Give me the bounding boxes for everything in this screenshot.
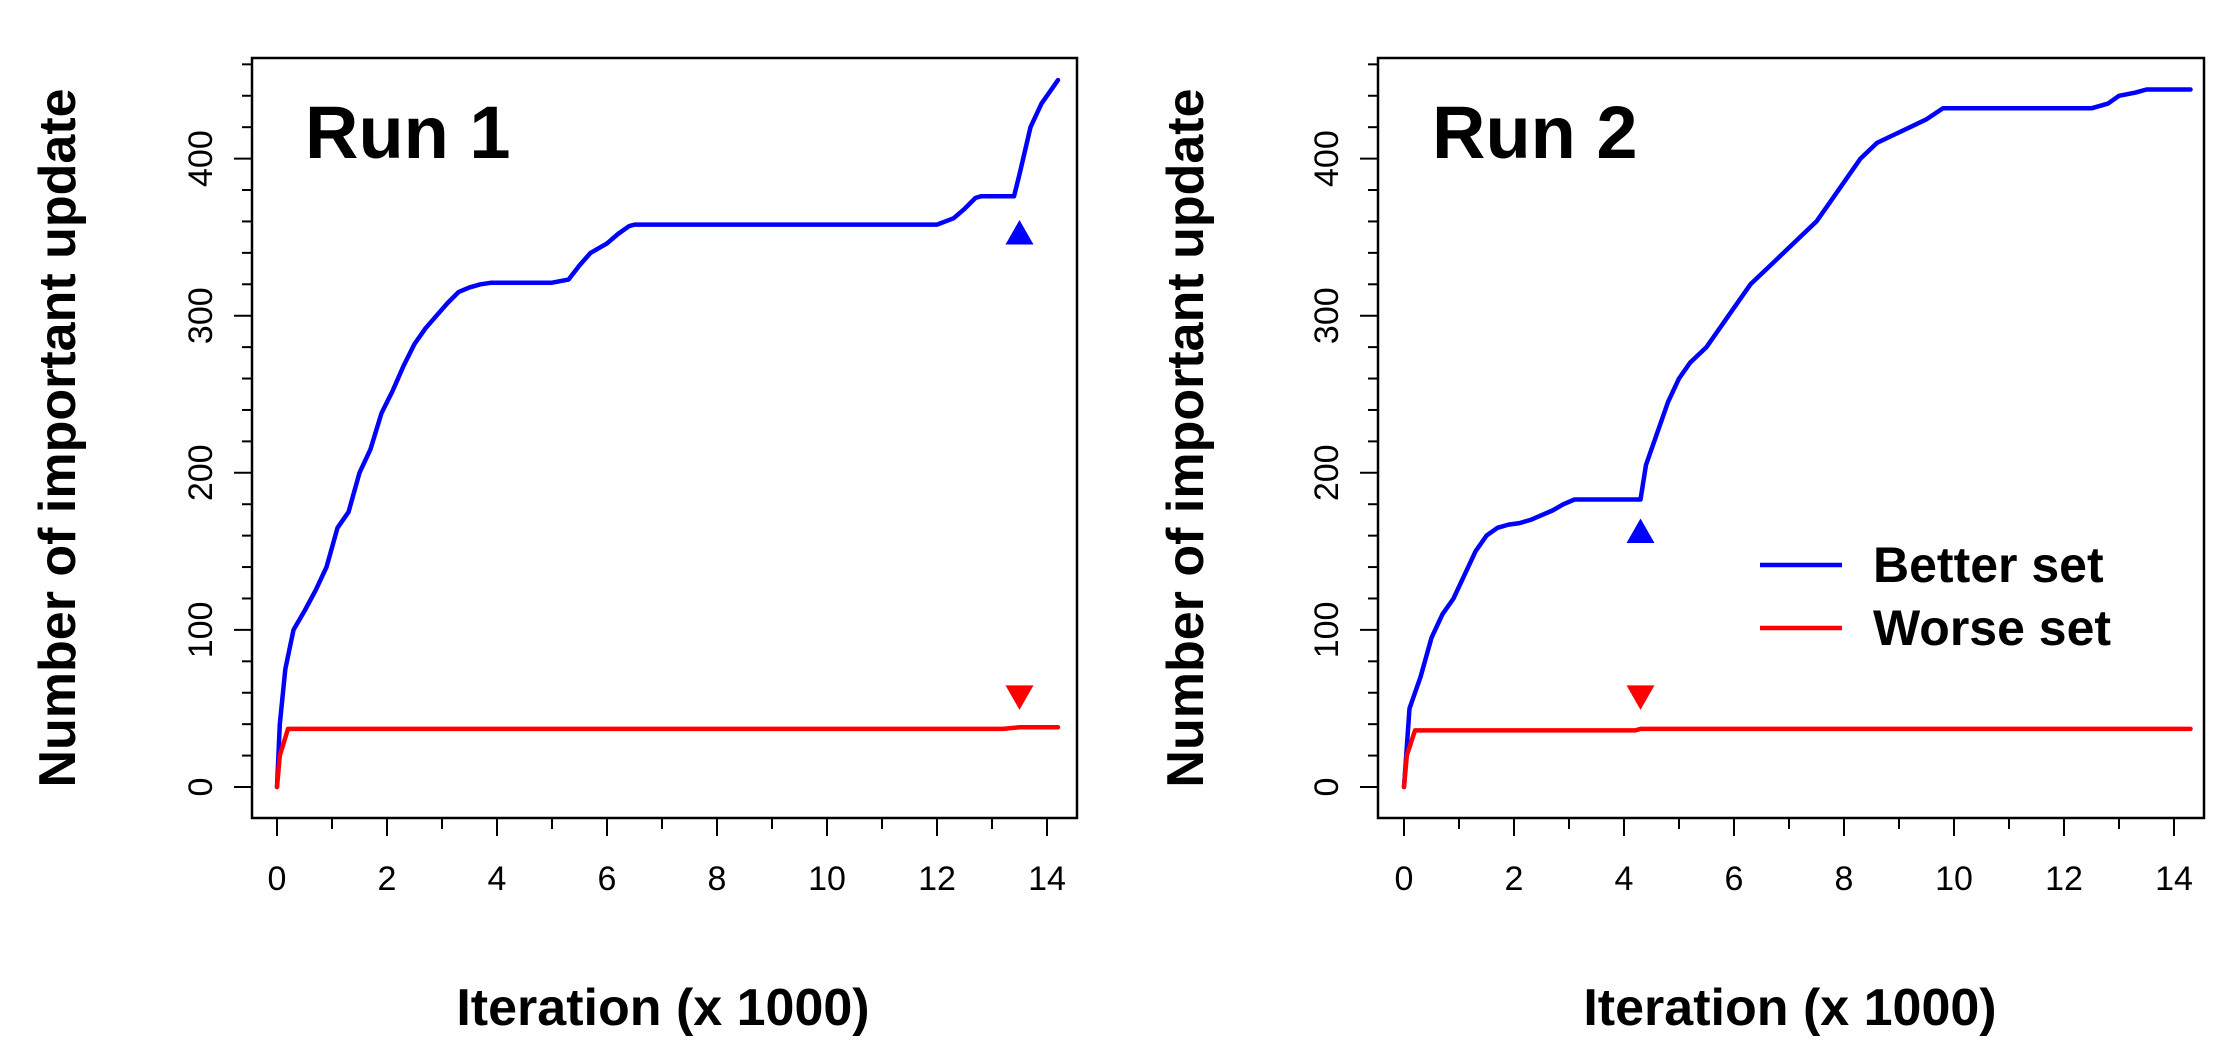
- x-tick-label: 12: [2045, 860, 2083, 898]
- y-tick-label: 0: [1308, 778, 1346, 797]
- x-tick-label: 2: [1505, 860, 1524, 898]
- series-line-2: [1401, 726, 2193, 790]
- chart-panel-1: 0 2 4 6 8 10 12 14 0 100 200 300 400 Iteration (x 100…: [29, 56, 1079, 1037]
- y-axis-title: Number of important update: [1157, 88, 1215, 787]
- chart-panel-2: 0 2 4 6 8 10 12 14 0 100 200 300 400 Iteration (x 100…: [1157, 56, 2206, 1037]
- series-line-2: [274, 725, 1061, 790]
- panel-label: Run 1: [305, 91, 511, 174]
- y-tick-label: 200: [1308, 444, 1346, 501]
- x-tick-label: 10: [1935, 860, 1973, 898]
- x-tick-label: 10: [808, 860, 846, 898]
- marker-triangle-down: [1005, 685, 1034, 710]
- y-tick-label: 300: [182, 287, 220, 344]
- y-tick-label: 400: [1308, 130, 1346, 187]
- y-tick-label: 100: [182, 602, 220, 659]
- marker-triangle-up: [1005, 220, 1034, 245]
- legend-label: Worse set: [1873, 600, 2111, 656]
- y-tick-label: 0: [182, 778, 220, 797]
- x-tick-label: 4: [488, 860, 507, 898]
- x-tick-label: 8: [1835, 860, 1854, 898]
- x-tick-label: 2: [378, 860, 397, 898]
- legend-label: Better set: [1873, 537, 2104, 593]
- y-axis-title: Number of important update: [29, 88, 87, 787]
- y-tick-label: 300: [1308, 287, 1346, 344]
- y-tick-label: 100: [1308, 602, 1346, 659]
- plot-frame: [1376, 56, 2206, 820]
- series-line-1: [1401, 87, 2193, 790]
- x-tick-label: 8: [708, 860, 727, 898]
- x-tick-label: 6: [1725, 860, 1744, 898]
- x-tick-label: 0: [1395, 860, 1414, 898]
- y-tick-label: 200: [182, 444, 220, 501]
- legend: Better set Worse set: [1760, 537, 2111, 656]
- series-line-1: [274, 77, 1061, 790]
- x-tick-label: 12: [918, 860, 956, 898]
- marker-triangle-down: [1626, 685, 1655, 710]
- plot-frame: [250, 56, 1079, 820]
- x-tick-label: 6: [598, 860, 617, 898]
- panel-label: Run 2: [1432, 91, 1638, 174]
- marker-triangle-up: [1626, 518, 1655, 543]
- x-tick-label: 14: [1028, 860, 1066, 898]
- x-axis-title: Iteration (x 1000): [1583, 979, 1996, 1037]
- x-tick-label: 0: [268, 860, 287, 898]
- x-tick-label: 14: [2155, 860, 2193, 898]
- x-axis-title: Iteration (x 1000): [456, 979, 869, 1037]
- x-tick-label: 4: [1615, 860, 1634, 898]
- y-tick-label: 400: [182, 130, 220, 187]
